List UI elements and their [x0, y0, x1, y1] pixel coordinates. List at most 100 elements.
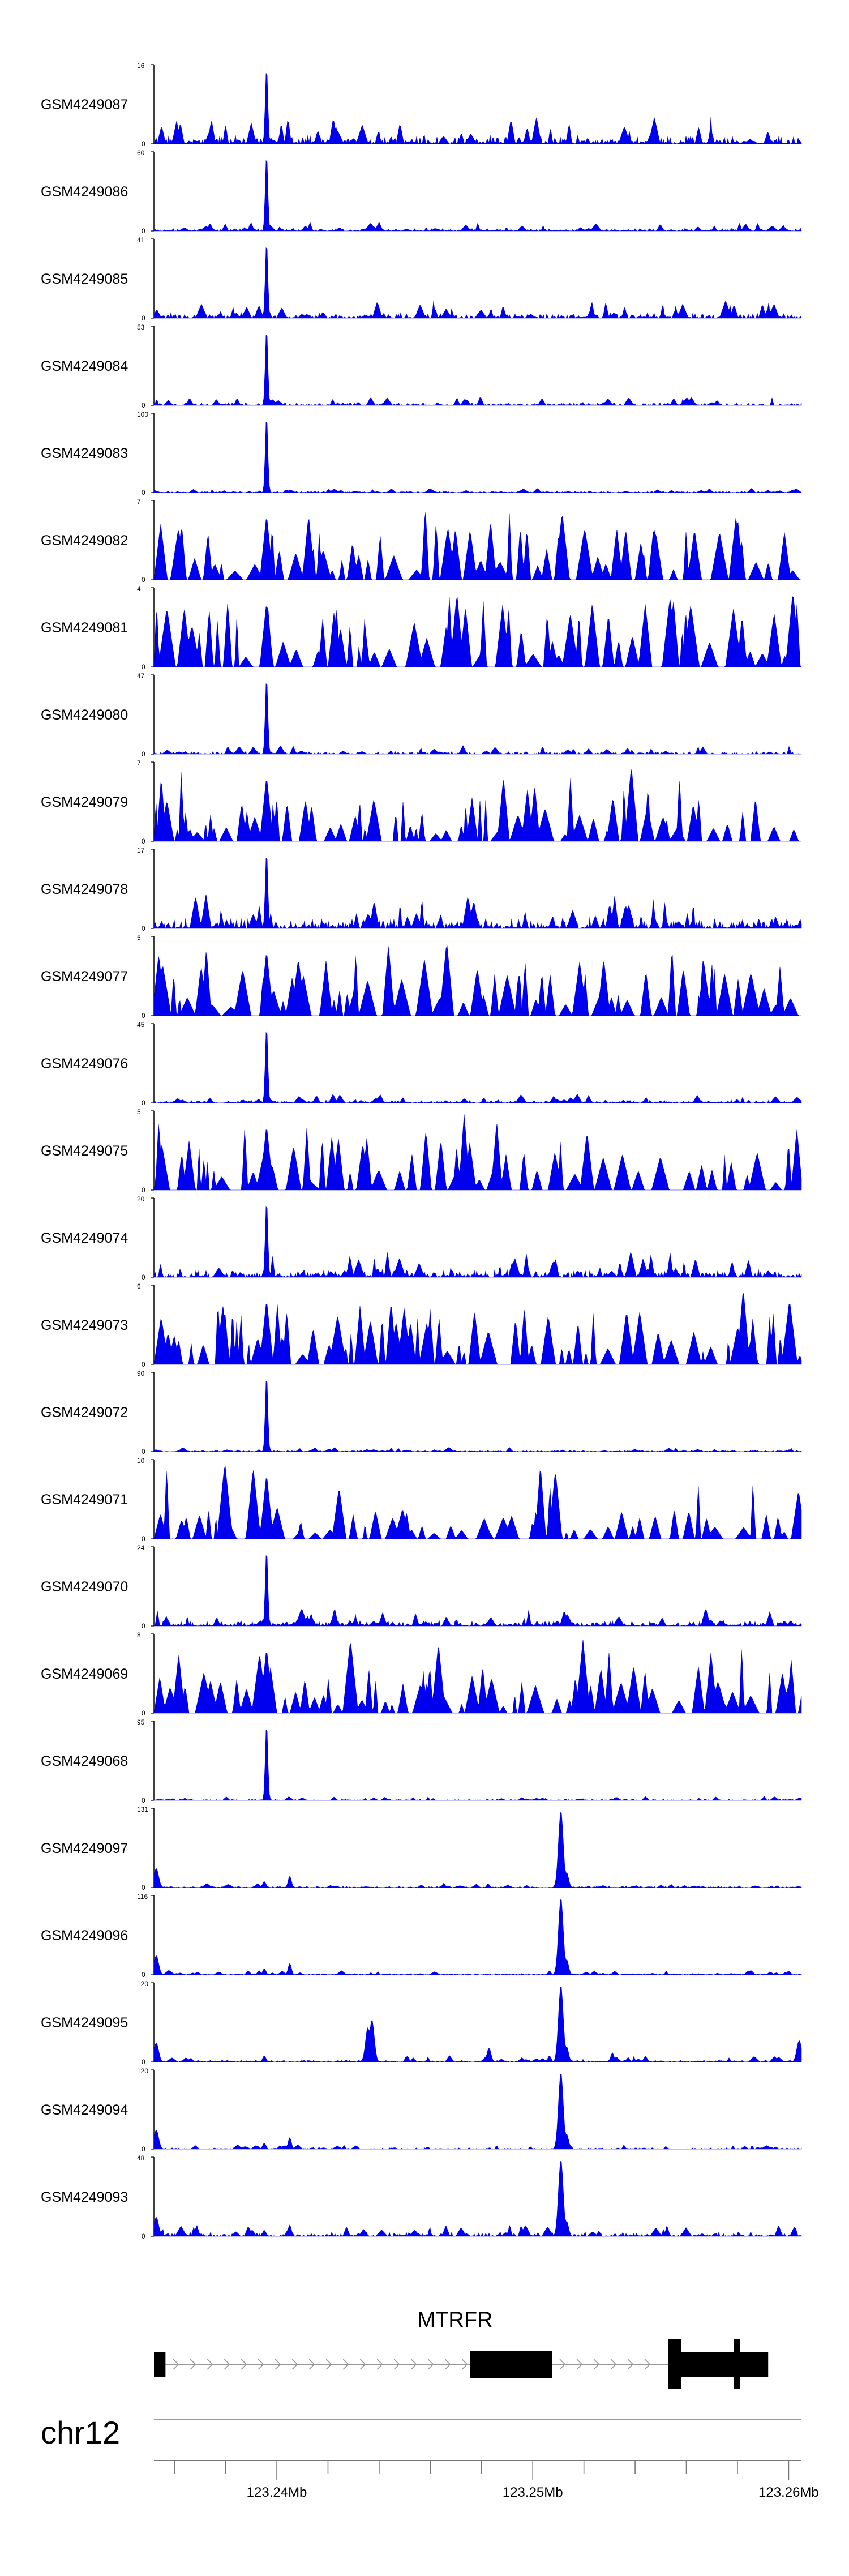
strand-arrow	[593, 2359, 600, 2370]
track-label: GSM4249080	[41, 707, 128, 723]
strand-arrow	[207, 2359, 213, 2370]
track-GSM4249071: GSM4249071 10 0	[41, 1457, 802, 1543]
y-zero-label: 0	[142, 576, 145, 584]
strand-arrow	[627, 2359, 634, 2370]
track-label: GSM4249097	[41, 1841, 128, 1856]
signal-area	[153, 1032, 802, 1103]
y-zero-label: 0	[142, 401, 145, 409]
y-zero-label: 0	[142, 1709, 145, 1717]
track-label: GSM4249073	[41, 1317, 128, 1333]
track-GSM4249094: GSM4249094 120 0	[41, 2067, 802, 2153]
y-max-label: 120	[137, 1980, 148, 1988]
y-max-label: 120	[137, 2067, 148, 2075]
y-zero-label: 0	[142, 1186, 145, 1194]
chromosome-label: chr12	[41, 2415, 120, 2450]
track-label: GSM4249081	[41, 620, 128, 636]
track-GSM4249069: GSM4249069 8 0	[41, 1631, 802, 1717]
signal-area	[153, 512, 801, 581]
track-GSM4249082: GSM4249082 7 0	[41, 498, 801, 584]
strand-arrow	[258, 2359, 264, 2370]
strand-arrow	[559, 2359, 566, 2370]
track-label: GSM4249085	[41, 271, 128, 287]
track-GSM4249080: GSM4249080 47 0	[41, 672, 802, 758]
track-label: GSM4249093	[41, 2189, 128, 2205]
signal-tracks: GSM4249087160GSM4249086600GSM4249085410G…	[41, 62, 802, 2240]
signal-area	[153, 1293, 802, 1366]
signal-area	[153, 1114, 802, 1191]
signal-area	[153, 334, 802, 406]
track-GSM4249084: GSM4249084 53 0	[41, 323, 802, 409]
signal-area	[153, 1729, 802, 1801]
y-zero-label: 0	[142, 1273, 145, 1281]
signal-area	[153, 596, 802, 668]
track-label: GSM4249078	[41, 882, 128, 897]
track-label: GSM4249095	[41, 2015, 128, 2031]
signal-area	[153, 2160, 802, 2237]
strand-arrow	[241, 2359, 247, 2370]
gene-name: MTRFR	[418, 2308, 493, 2332]
signal-area	[153, 945, 801, 1016]
signal-area	[153, 1555, 802, 1627]
strand-arrow	[224, 2359, 230, 2370]
y-max-label: 116	[137, 1893, 148, 1901]
y-zero-label: 0	[142, 1448, 145, 1456]
track-GSM4249078: GSM4249078 17 0	[41, 846, 802, 932]
y-zero-label: 0	[142, 2232, 145, 2240]
strand-arrow	[644, 2359, 651, 2370]
y-zero-label: 0	[142, 1099, 145, 1107]
y-max-label: 45	[137, 1021, 145, 1029]
track-GSM4249095: GSM4249095 120 0	[41, 1980, 802, 2066]
signal-area	[153, 1986, 802, 2062]
gene-exon	[681, 2352, 734, 2377]
signal-area	[153, 857, 802, 930]
signal-area	[153, 1380, 802, 1452]
y-max-label: 5	[137, 1108, 141, 1116]
track-label: GSM4249070	[41, 1579, 128, 1595]
track-label: GSM4249076	[41, 1056, 128, 1072]
track-GSM4249074: GSM4249074 20 0	[41, 1195, 802, 1281]
track-GSM4249083: GSM4249083 100 0	[41, 410, 802, 497]
y-max-label: 131	[137, 1805, 148, 1813]
gene-model-track: MTRFR	[154, 2308, 769, 2389]
y-max-label: 8	[137, 1631, 141, 1639]
track-GSM4249076: GSM4249076 45 0	[41, 1021, 802, 1107]
strand-arrow	[410, 2359, 417, 2370]
track-label: GSM4249075	[41, 1143, 128, 1159]
signal-area	[153, 1640, 802, 1714]
track-GSM4249079: GSM4249079 7 0	[41, 759, 801, 845]
strand-arrow	[393, 2359, 400, 2370]
y-max-label: 100	[137, 410, 148, 418]
y-max-label: 5	[137, 934, 141, 942]
track-GSM4249068: GSM4249068 95 0	[41, 1718, 802, 1804]
y-max-label: 41	[137, 236, 145, 244]
signal-area	[153, 1466, 802, 1539]
strand-arrow	[461, 2359, 468, 2370]
signal-area	[153, 72, 802, 144]
track-label: GSM4249079	[41, 794, 128, 810]
y-zero-label: 0	[142, 489, 145, 497]
track-GSM4249081: GSM4249081 4 0	[41, 585, 802, 671]
y-max-label: 47	[137, 672, 145, 680]
y-zero-label: 0	[142, 2058, 145, 2066]
track-GSM4249073: GSM4249073 6 0	[41, 1282, 802, 1368]
track-GSM4249085: GSM4249085 41 0	[41, 236, 802, 322]
track-label: GSM4249077	[41, 969, 128, 985]
x-tick-label: 123.26Mb	[758, 2485, 819, 2500]
track-label: GSM4249086	[41, 184, 128, 200]
y-max-label: 20	[137, 1195, 145, 1203]
track-GSM4249077: GSM4249077 5 0	[41, 934, 801, 1020]
track-label: GSM4249068	[41, 1753, 128, 1769]
y-zero-label: 0	[142, 1012, 145, 1020]
y-max-label: 4	[137, 585, 141, 593]
y-zero-label: 0	[142, 1622, 145, 1630]
strand-arrow	[173, 2359, 179, 2370]
y-max-label: 53	[137, 323, 145, 331]
gene-exon	[154, 2352, 166, 2377]
y-zero-label: 0	[142, 2145, 145, 2153]
gene-exon	[668, 2339, 681, 2389]
strand-arrow	[359, 2359, 366, 2370]
y-zero-label: 0	[142, 1360, 145, 1368]
genome-axis-track: chr12 123.24Mb 123.25Mb 123.26Mb	[41, 2415, 819, 2500]
y-max-label: 10	[137, 1457, 145, 1465]
strand-arrow	[376, 2359, 383, 2370]
